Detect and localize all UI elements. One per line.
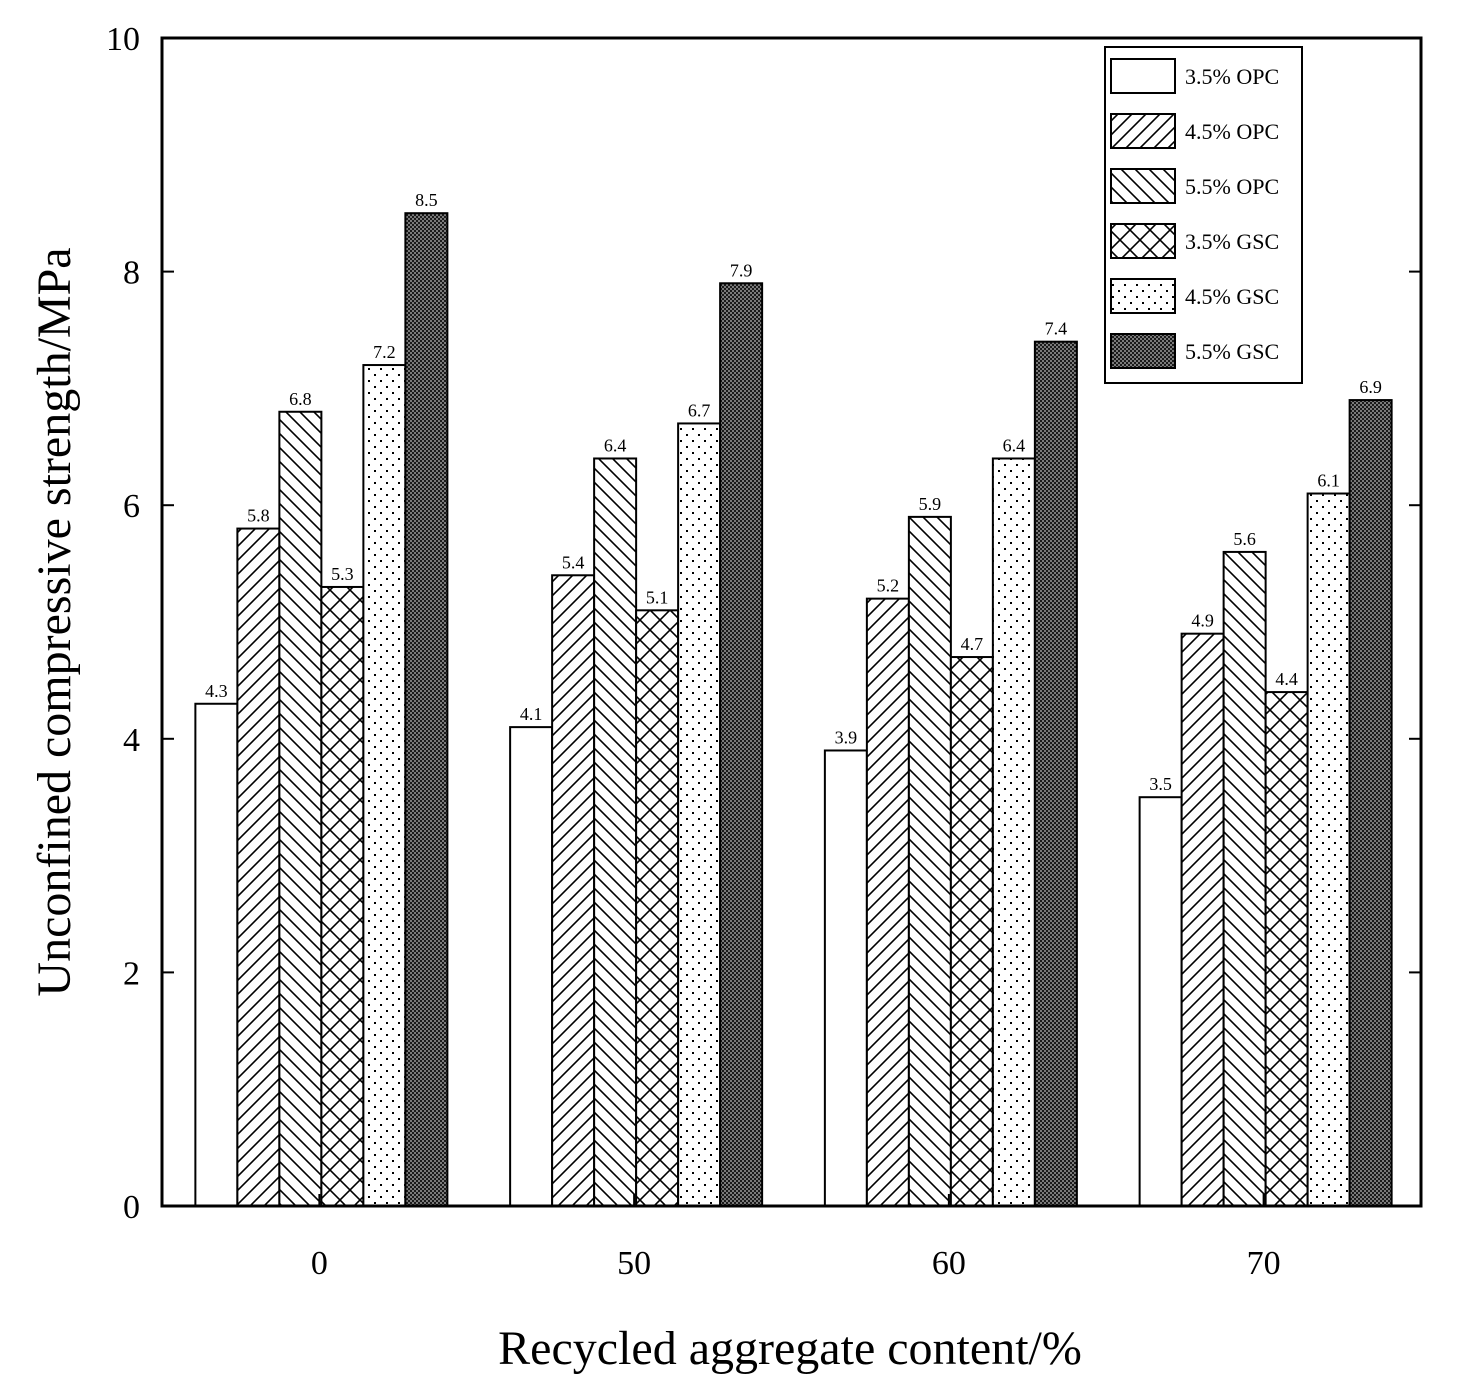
data-label: 5.2 — [877, 576, 900, 596]
data-label: 4.7 — [961, 634, 984, 654]
bar — [1306, 492, 1351, 1207]
y-tick-label: 10 — [106, 21, 140, 58]
data-label: 4.1 — [520, 704, 543, 724]
data-label: 6.4 — [604, 435, 627, 455]
legend-label: 3.5% OPC — [1185, 64, 1279, 89]
data-label: 3.5 — [1149, 774, 1172, 794]
x-tick-label: 0 — [311, 1245, 328, 1282]
data-label: 6.1 — [1317, 471, 1340, 491]
bar — [1222, 550, 1267, 1207]
data-label: 5.6 — [1233, 529, 1256, 549]
y-axis-title: Unconfined compressive strength/MPa — [28, 247, 81, 996]
data-label: 6.8 — [289, 389, 312, 409]
bar — [362, 364, 407, 1208]
x-tick-label: 70 — [1247, 1245, 1281, 1282]
legend-label: 3.5% GSC — [1185, 229, 1279, 254]
bar — [677, 422, 722, 1207]
data-label: 8.5 — [415, 190, 438, 210]
y-tick-label: 4 — [123, 722, 140, 759]
data-label: 4.4 — [1275, 669, 1298, 689]
bar — [907, 515, 952, 1207]
bar — [719, 282, 764, 1207]
axes: 0 2 4 6 8 10 0 50 60 70 — [106, 21, 1423, 1282]
bar — [949, 656, 994, 1207]
bar — [1264, 691, 1309, 1207]
bar — [236, 527, 281, 1207]
bar — [278, 410, 323, 1207]
x-tick-label: 60 — [932, 1245, 966, 1282]
data-label: 5.9 — [919, 494, 942, 514]
data-label: 7.2 — [373, 342, 396, 362]
bar — [551, 574, 596, 1207]
y-tick-label: 2 — [123, 955, 140, 992]
data-label: 5.8 — [247, 506, 270, 526]
legend-swatch — [1110, 333, 1176, 369]
bar — [1348, 399, 1393, 1207]
data-label: 6.9 — [1359, 377, 1382, 397]
data-label: 4.3 — [205, 681, 228, 701]
y-tick-label: 6 — [123, 488, 140, 525]
x-axis-title: Recycled aggregate content/% — [498, 1322, 1082, 1375]
bar — [1033, 340, 1078, 1207]
data-label: 7.9 — [730, 260, 753, 280]
bars — [194, 212, 1393, 1208]
y-tick-label: 8 — [123, 255, 140, 292]
x-tick-label: 50 — [617, 1245, 651, 1282]
data-label: 7.4 — [1045, 319, 1068, 339]
legend-swatch — [1110, 58, 1176, 94]
data-label: 5.1 — [646, 587, 669, 607]
legend-swatch — [1110, 168, 1176, 204]
bar — [509, 726, 554, 1207]
legend-label: 5.5% OPC — [1185, 174, 1279, 199]
bar — [1138, 796, 1183, 1207]
legend-swatch — [1110, 223, 1176, 259]
data-label: 6.4 — [1003, 435, 1026, 455]
bar — [1180, 632, 1225, 1207]
bar — [194, 702, 239, 1207]
legend-label: 4.5% GSC — [1185, 284, 1279, 309]
bar — [593, 457, 638, 1208]
data-labels: 4.3 5.8 6.8 5.3 7.2 8.5 4.1 5.4 6.4 5.1 6.7 7.9 3.9 5… — [205, 190, 1382, 794]
legend-box — [1104, 46, 1303, 384]
legend-swatch — [1110, 113, 1176, 149]
plot-frame — [160, 36, 1423, 1208]
data-label: 4.9 — [1191, 611, 1214, 631]
legend-label: 5.5% GSC — [1185, 339, 1279, 364]
bar — [635, 609, 680, 1207]
bar — [865, 597, 910, 1207]
data-label: 3.9 — [835, 727, 858, 747]
bar — [823, 749, 868, 1207]
legend-label: 4.5% OPC — [1185, 119, 1279, 144]
bar — [404, 212, 449, 1207]
y-tick-label: 0 — [123, 1189, 140, 1226]
bar — [991, 457, 1036, 1208]
legend-swatch — [1110, 278, 1176, 314]
data-label: 5.4 — [562, 552, 585, 572]
data-label: 5.3 — [331, 564, 354, 584]
legend: 3.5% OPC 4.5% OPC 5.5% OPC 3.5% GSC 4.5% GSC… — [1104, 46, 1303, 384]
bar — [320, 585, 365, 1207]
data-label: 6.7 — [688, 400, 711, 420]
